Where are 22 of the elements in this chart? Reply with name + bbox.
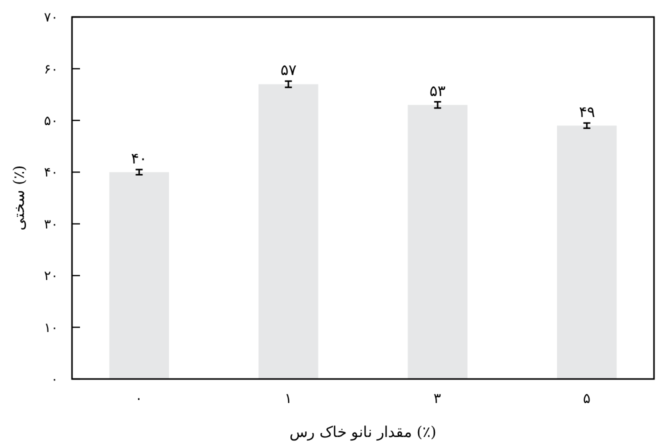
- data-label: ۴۹: [578, 103, 595, 122]
- y-tick-label: ۱۰: [44, 320, 58, 336]
- data-label: ۵۳: [430, 82, 446, 100]
- y-tick-label: ۵۰: [44, 114, 58, 129]
- bar: [109, 172, 169, 379]
- bar: [557, 126, 617, 379]
- x-axis-title: مقدار نانو خاک رس (٪): [290, 423, 436, 441]
- y-tick-label: ۴۰: [44, 166, 58, 181]
- y-tick-label: ۶۰: [44, 62, 58, 78]
- bar: [408, 104, 468, 379]
- x-tick-label: ۰: [135, 391, 144, 407]
- x-tick-label: ۳: [434, 391, 442, 407]
- y-tick-label: ۳۰: [44, 217, 58, 232]
- data-label: ۵۷: [280, 61, 296, 80]
- y-tick-label: ۰: [51, 372, 58, 388]
- y-tick-label: ۷۰: [44, 10, 58, 26]
- data-label: ۴۰: [131, 150, 148, 168]
- bar: [258, 84, 318, 379]
- x-tick-label: ۱: [284, 391, 292, 407]
- x-tick-label: ۵: [582, 391, 591, 407]
- y-axis-title: سختی (٪): [10, 165, 28, 231]
- y-tick-label: ۲۰: [44, 269, 58, 284]
